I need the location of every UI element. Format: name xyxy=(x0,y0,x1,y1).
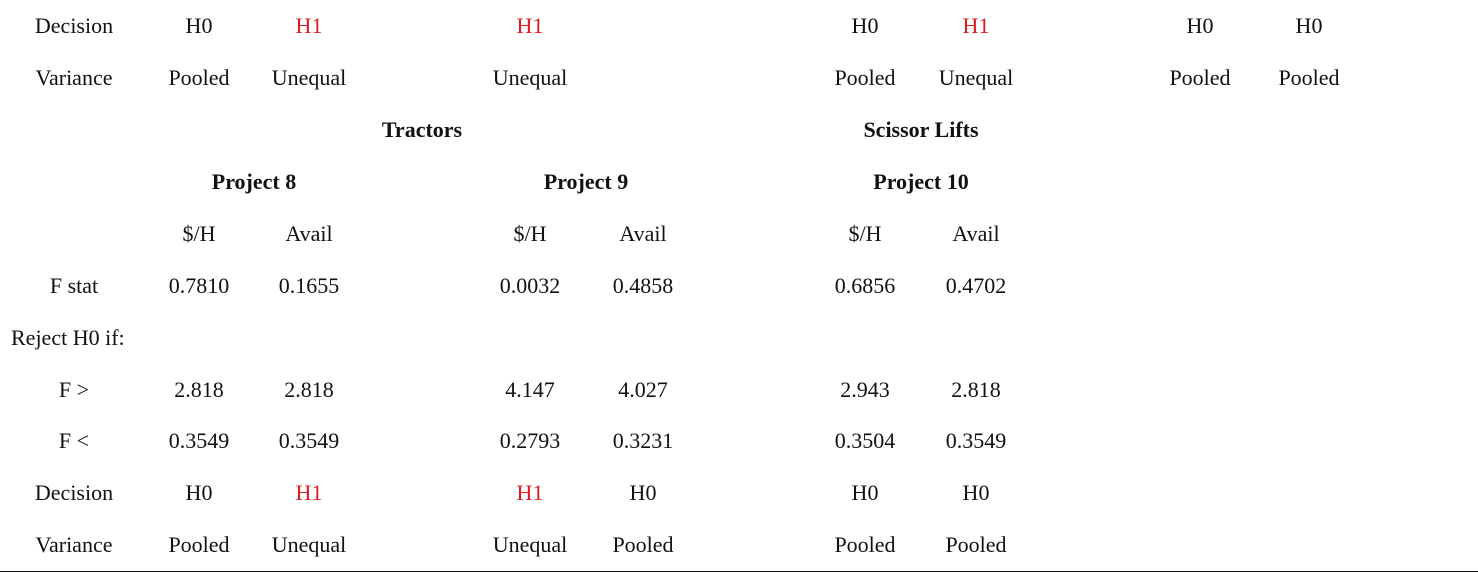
f-greater-value: 2.818 xyxy=(951,377,1001,402)
group-heading-tractors: Tractors xyxy=(381,117,463,142)
top-decision-label: Decision xyxy=(34,13,114,38)
f-stat-value: 0.4858 xyxy=(612,273,674,298)
f-stat-value: 0.0032 xyxy=(499,273,561,298)
decision-cell: H0 xyxy=(185,480,213,505)
top-variance-cell: Unequal xyxy=(271,65,347,90)
f-greater-value: 2.943 xyxy=(840,377,890,402)
decision-label: Decision xyxy=(34,480,114,505)
top-decision-cell: H0 xyxy=(1295,13,1323,38)
reject-label: Reject H0 if: xyxy=(11,325,125,350)
column-header: Avail xyxy=(952,221,1000,246)
project-heading: Project 8 xyxy=(211,169,297,194)
variance-cell: Pooled xyxy=(834,532,896,557)
f-stat-label: F stat xyxy=(49,273,99,298)
variance-cell: Pooled xyxy=(612,532,674,557)
top-variance-cell: Pooled xyxy=(168,65,230,90)
top-decision-cell: H1 xyxy=(516,13,544,38)
table-bottom-rule xyxy=(0,571,1478,572)
project-heading: Project 10 xyxy=(873,169,969,194)
top-decision-cell: H0 xyxy=(185,13,213,38)
decision-cell: H0 xyxy=(851,480,879,505)
f-less-value: 0.3549 xyxy=(168,428,230,453)
top-variance-cell: Pooled xyxy=(1278,65,1340,90)
column-header: Avail xyxy=(619,221,667,246)
f-less-value: 0.2793 xyxy=(499,428,561,453)
variance-cell: Unequal xyxy=(271,532,347,557)
column-header: $/H xyxy=(182,221,216,246)
top-decision-cell: H1 xyxy=(962,13,990,38)
f-stat-value: 0.1655 xyxy=(278,273,340,298)
decision-cell: H0 xyxy=(629,480,657,505)
top-decision-cell: H1 xyxy=(295,13,323,38)
top-variance-cell: Unequal xyxy=(938,65,1014,90)
top-decision-cell: H0 xyxy=(1186,13,1214,38)
variance-label: Variance xyxy=(35,532,113,557)
project-heading: Project 9 xyxy=(543,169,629,194)
f-stat-value: 0.7810 xyxy=(168,273,230,298)
f-less-value: 0.3549 xyxy=(278,428,340,453)
f-stat-value: 0.4702 xyxy=(945,273,1007,298)
f-less-value: 0.3231 xyxy=(612,428,674,453)
f-less-value: 0.3504 xyxy=(834,428,896,453)
f-less-label: F < xyxy=(58,428,90,453)
top-decision-cell: H0 xyxy=(851,13,879,38)
f-greater-value: 2.818 xyxy=(284,377,334,402)
f-greater-value: 4.147 xyxy=(505,377,555,402)
decision-cell: H1 xyxy=(516,480,544,505)
variance-cell: Unequal xyxy=(492,532,568,557)
decision-cell: H1 xyxy=(295,480,323,505)
column-header: $/H xyxy=(848,221,882,246)
top-variance-cell: Pooled xyxy=(1169,65,1231,90)
f-greater-value: 2.818 xyxy=(174,377,224,402)
variance-cell: Pooled xyxy=(945,532,1007,557)
column-header: Avail xyxy=(285,221,333,246)
f-greater-label: F > xyxy=(58,377,90,402)
f-greater-value: 4.027 xyxy=(618,377,668,402)
group-heading-scissor-lifts: Scissor Lifts xyxy=(863,117,979,142)
variance-cell: Pooled xyxy=(168,532,230,557)
column-header: $/H xyxy=(513,221,547,246)
top-variance-label: Variance xyxy=(35,65,113,90)
f-stat-value: 0.6856 xyxy=(834,273,896,298)
decision-cell: H0 xyxy=(962,480,990,505)
f-less-value: 0.3549 xyxy=(945,428,1007,453)
top-variance-cell: Pooled xyxy=(834,65,896,90)
top-variance-cell: Unequal xyxy=(492,65,568,90)
